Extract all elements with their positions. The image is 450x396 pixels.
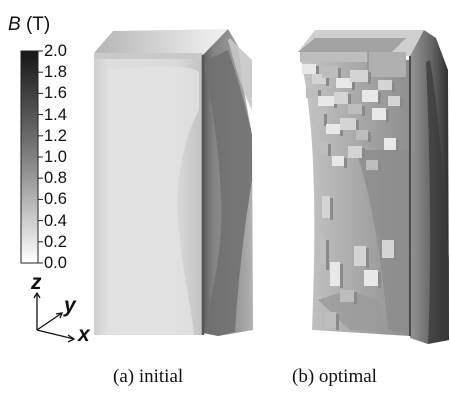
stair-block-shade [326, 76, 329, 86]
stair-block [356, 130, 368, 140]
stair-block [318, 142, 328, 154]
optimal-stair-blocks [302, 64, 403, 330]
stair-block [372, 108, 386, 120]
stair-block-shade [316, 66, 319, 76]
colorbar-tick-label: 1.6 [44, 84, 67, 103]
stair-block-shade [378, 162, 381, 172]
stair-block [312, 74, 326, 84]
stair-block-shade [400, 98, 403, 108]
stair-block-shade [368, 132, 371, 142]
stair-block-shade [356, 120, 359, 132]
initial-top-face [94, 29, 228, 55]
x-axis-label: x [78, 323, 90, 346]
stair-block-shade [324, 114, 327, 126]
optimal-top-bar [298, 38, 406, 52]
x-axis-arrowhead [67, 334, 76, 343]
stair-block [340, 118, 356, 130]
stair-block [318, 96, 334, 106]
stair-block-shade [362, 148, 365, 160]
stair-block-shade [340, 264, 343, 288]
colorbar-tick-label: 1.2 [44, 126, 67, 145]
stair-block-shade [336, 314, 339, 330]
stair-block-shade [368, 72, 371, 84]
colorbar-tick-label: 0.4 [44, 211, 67, 230]
stair-block [354, 246, 366, 266]
stair-block [334, 92, 348, 104]
stair-block-shade [352, 80, 355, 90]
stair-block [388, 96, 400, 106]
colorbar-tick-label: 0.8 [44, 169, 67, 188]
stair-block [326, 124, 340, 134]
colorbar-unit: (T) [25, 14, 51, 35]
stair-block-shade [344, 158, 347, 168]
stair-block-shade [354, 292, 357, 304]
stair-block-shade [392, 82, 395, 92]
stair-block [350, 70, 368, 82]
stair-block [384, 138, 396, 150]
z-axis-label: z [31, 271, 42, 294]
stair-block-shade [366, 248, 369, 268]
colorbar-symbol: B [8, 14, 21, 35]
stair-block [322, 196, 330, 218]
stair-block [378, 80, 392, 90]
stair-block [336, 78, 352, 88]
stair-block-shade [330, 198, 333, 220]
stair-block [364, 270, 378, 286]
stair-block [330, 262, 340, 286]
colorbar-gradient [20, 50, 39, 264]
x-axis-line [36, 329, 75, 340]
stair-block-shade [394, 242, 397, 260]
stair-block [312, 112, 324, 124]
stair-block-shade [348, 94, 351, 106]
colorbar-tick-label: 1.8 [44, 63, 67, 82]
colorbar-tick-label: 1.4 [44, 105, 67, 124]
optimal-model [298, 30, 449, 344]
stair-block-shade [340, 126, 343, 136]
stair-block [382, 240, 394, 258]
colorbar-tick-label: 0.2 [44, 232, 67, 251]
stair-block [348, 146, 362, 158]
stair-block-shade [328, 144, 331, 156]
caption-optimal: (b) optimal [292, 366, 377, 387]
colorbar-tick-label: 0.6 [44, 190, 67, 209]
y-axis-label: y [64, 294, 76, 317]
initial-model [94, 29, 253, 336]
stair-block-shade [386, 110, 389, 122]
y-axis-arrowhead [55, 312, 64, 319]
stair-block-shade [378, 272, 381, 288]
stair-block [348, 104, 362, 114]
colorbar-title: B (T) [8, 14, 50, 36]
stair-block [332, 156, 344, 166]
axis-triad [33, 291, 76, 343]
stair-block [340, 290, 354, 302]
stair-block-shade [318, 90, 321, 100]
stair-block [318, 238, 326, 268]
stair-block [362, 90, 378, 102]
stair-block-shade [378, 92, 381, 104]
stair-block [322, 66, 338, 78]
colorbar-tick-label: 0.0 [44, 254, 67, 272]
stair-block-shade [362, 106, 365, 116]
stair-block [302, 64, 316, 74]
stair-block-shade [326, 240, 329, 270]
colorbar-tick-label: 2.0 [44, 42, 67, 60]
colorbar-ticks [38, 50, 43, 264]
stair-block [324, 312, 336, 328]
stair-block [306, 88, 318, 98]
colorbar-tick-label: 1.0 [44, 148, 67, 166]
stair-block-shade [338, 68, 341, 80]
stair-block-shade [396, 140, 399, 152]
y-axis-line [36, 312, 63, 331]
stair-block [366, 160, 378, 170]
z-axis-arrowhead [33, 291, 41, 299]
caption-initial: (a) initial [113, 366, 184, 387]
